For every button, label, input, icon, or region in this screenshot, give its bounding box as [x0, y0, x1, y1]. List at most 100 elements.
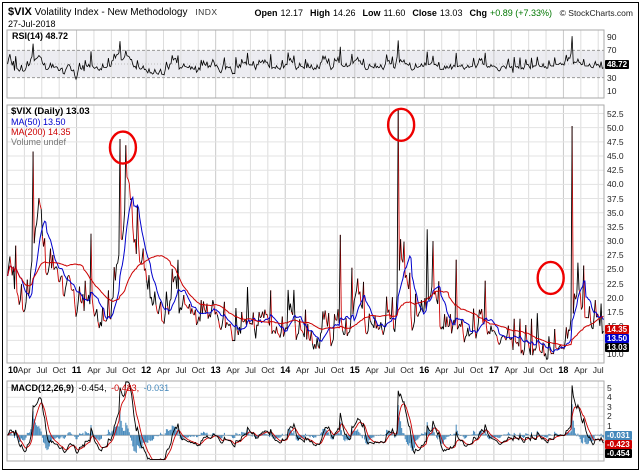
chart-date: 27-Jul-2018: [8, 19, 56, 29]
price-legend: $VIX (Daily) 13.03 MA(50) 13.50 MA(200) …: [11, 106, 90, 148]
quote-field-label: Open: [254, 8, 278, 18]
price-axis-label: 35.0: [607, 207, 624, 218]
price-title: $VIX (Daily) 13.03: [11, 106, 90, 117]
price-axis-label: 42.5: [607, 165, 624, 176]
x-axis-year-label: 18: [558, 365, 569, 375]
axis-value-badge: 13.03: [605, 343, 630, 353]
rsi-axis-label: 90: [607, 31, 617, 42]
price-axis-label: 25.0: [607, 264, 624, 275]
x-axis-month-label: Oct: [191, 365, 205, 375]
volume-legend: Volume undef: [11, 137, 67, 147]
x-axis-year-label: 11: [71, 365, 82, 375]
price-series: [7, 108, 604, 360]
quote-field-value: 14.26: [333, 8, 356, 18]
rsi-axis-label: 30: [607, 72, 617, 83]
rsi-series: [7, 36, 604, 81]
x-axis-month-label: Jul: [175, 365, 187, 375]
axis-value-badge: -0.031: [605, 431, 632, 441]
price-axis-label: 47.5: [607, 136, 624, 147]
rsi-label: RSI(14) 48.72: [12, 31, 68, 41]
axis-value-badge: 13.50: [605, 334, 630, 344]
x-axis-month-label: Apr: [574, 365, 588, 375]
quote-field-value: 12.17: [280, 8, 304, 18]
macd-line-value: -0.454,: [78, 383, 107, 393]
exchange-tag: INDX: [195, 7, 218, 17]
price-axis-label: 40.0: [607, 179, 624, 190]
x-axis-month-label: Oct: [261, 365, 275, 375]
symbol-name: Volatility Index - New Methodology: [34, 7, 188, 18]
x-axis-month-label: Oct: [330, 365, 344, 375]
macd-label: MACD(12,26,9) -0.454, -0.423, -0.031: [11, 383, 171, 393]
x-axis-month-label: Jul: [244, 365, 256, 375]
quote-strip: Open 12.17 High 14.26 Low 11.60 Close 13.03 Chg +…: [247, 8, 552, 18]
x-axis-month-label: Apr: [504, 365, 518, 375]
price-axis-label: 10.0: [607, 349, 624, 360]
x-axis-month-label: Jul: [314, 365, 326, 375]
price-axis-label: 27.5: [607, 250, 624, 261]
x-axis-month-label: Apr: [295, 365, 310, 375]
x-axis-month-label: Apr: [435, 365, 449, 375]
price-axis-label: 52.5: [607, 108, 624, 119]
x-axis-month-label: Apr: [226, 365, 240, 375]
price-axis-label: 30.0: [607, 236, 624, 247]
annotation-circle: [536, 260, 565, 296]
x-axis-year-label: 15: [349, 365, 360, 375]
macd-axis-label: 1: [607, 420, 612, 431]
x-axis-year-label: 13: [210, 365, 221, 375]
x-axis-year-label: 12: [141, 365, 152, 375]
x-axis-month-label: Jul: [523, 365, 535, 375]
rsi-axis-label: 70: [607, 45, 617, 56]
macd-histogram: [8, 404, 604, 453]
quote-field-label: Chg: [469, 8, 487, 18]
annotation-circle: [386, 107, 416, 143]
quote-field-label: High: [310, 8, 331, 18]
quote-field-value: +0.89 (+7.33%): [489, 8, 552, 18]
x-axis-month-label: Jul: [36, 365, 48, 375]
chart-frame: $VIX Volatility Index - New Methodology …: [2, 2, 639, 470]
x-axis-year-label: 16: [419, 365, 430, 375]
ma200-line: [7, 255, 604, 347]
x-axis-month-label: Apr: [87, 365, 101, 375]
macd-axis-label: 2: [607, 411, 612, 422]
x-axis-month-label: Apr: [365, 365, 379, 375]
x-axis-month-label: Oct: [539, 365, 553, 375]
x-axis-month-label: Oct: [52, 365, 66, 375]
axis-value-badge: 48.72: [605, 60, 630, 70]
x-axis-month-label: Jul: [453, 365, 465, 375]
x-axis-month-label: Oct: [469, 365, 484, 375]
price-axis-label: 37.5: [607, 193, 624, 204]
price-series-down: [9, 108, 600, 357]
macd-axis-label: 4: [607, 392, 612, 403]
x-axis-year-label: 17: [488, 365, 499, 375]
quote-field-label: Close: [412, 8, 437, 18]
price-axis-label: 20.0: [607, 292, 624, 303]
chart-title: $VIX Volatility Index - New Methodology …: [8, 6, 218, 18]
macd-axis-label: 3: [607, 401, 612, 412]
macd-line: [7, 381, 604, 461]
price-axis-label: 32.5: [607, 221, 624, 232]
x-axis-month-label: Jul: [384, 365, 395, 375]
macd-axis-label: 5: [607, 382, 612, 393]
macd-hist-value: -0.031: [143, 383, 170, 393]
ma50-legend: MA(50) 13.50: [11, 117, 66, 127]
axis-value-badge: -0.423: [605, 440, 632, 450]
ma200-legend: MA(200) 14.35: [11, 127, 71, 137]
panel-border: [6, 104, 605, 364]
quote-field-value: 13.03: [439, 8, 463, 18]
x-axis-month-label: Oct: [122, 365, 136, 375]
axis-value-badge: -0.454: [605, 449, 632, 459]
ma50-line: [7, 195, 604, 353]
x-axis-year-label: 10: [7, 365, 18, 375]
chart-plot: [6, 29, 605, 462]
x-axis-month-label: Jul: [592, 365, 604, 375]
x-axis-month-label: Jul: [105, 365, 117, 375]
quote-field-value: 11.60: [383, 8, 406, 18]
axis-value-badge: 14.35: [605, 325, 630, 335]
rsi-name: RSI(14): [12, 31, 44, 41]
macd-signal-value: -0.423,: [111, 383, 140, 393]
quote-field-label: Low: [362, 8, 381, 18]
x-axis-month-label: Oct: [400, 365, 414, 375]
panel-border: [6, 29, 605, 99]
copyright: © StockCharts.com: [559, 8, 633, 18]
macd-name: MACD(12,26,9): [11, 383, 75, 393]
